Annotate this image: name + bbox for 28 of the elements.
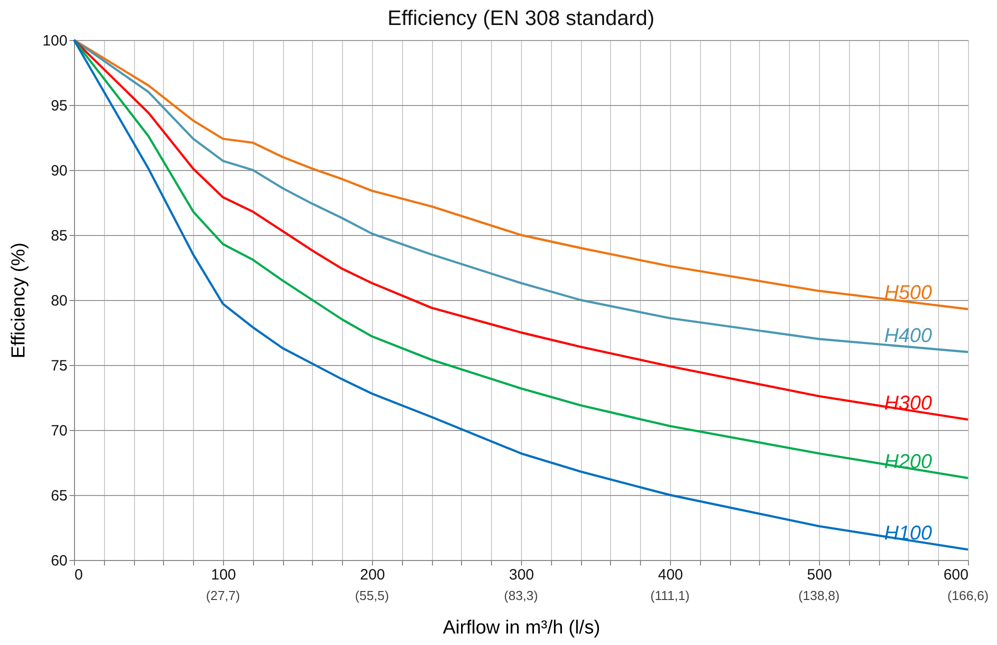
text: (166,6) <box>947 588 989 603</box>
x-tick-label: 500 <box>806 566 832 584</box>
x-tick-label: 400 <box>658 566 684 584</box>
series-label: H400 <box>884 325 932 347</box>
y-tick-label: 80 <box>50 292 68 310</box>
text: (27,7) <box>206 588 240 603</box>
x-tick-label: 600 <box>943 566 968 584</box>
y-tick-label: 90 <box>50 162 68 180</box>
y-tick-label: 100 <box>42 32 68 50</box>
text: (138,8) <box>798 588 840 603</box>
y-tick-label: 70 <box>50 422 68 440</box>
x-tick-label: 0 <box>74 566 83 584</box>
text: (111,1) <box>650 588 690 603</box>
y-tick-label: 95 <box>50 98 68 114</box>
x-tick-label: 300 <box>508 566 534 584</box>
y-tick-label: 75 <box>50 358 68 374</box>
x-axis-title: Airflow in m³/h (l/s) <box>442 618 600 638</box>
x-tick-label: 100 <box>210 566 236 584</box>
text: (55,5) <box>355 588 389 603</box>
text: (83,3) <box>504 588 538 603</box>
series-label: H500 <box>884 282 932 304</box>
y-tick-label: 85 <box>50 228 68 244</box>
y-axis-title: Efficiency (%) <box>8 242 30 358</box>
y-tick-label: 65 <box>50 488 68 504</box>
y-tick-label: 60 <box>50 552 68 570</box>
x-tick-label: 200 <box>360 566 386 584</box>
series-label: H300 <box>884 392 932 415</box>
chart-title: Efficiency (EN 308 standard) <box>388 7 654 30</box>
